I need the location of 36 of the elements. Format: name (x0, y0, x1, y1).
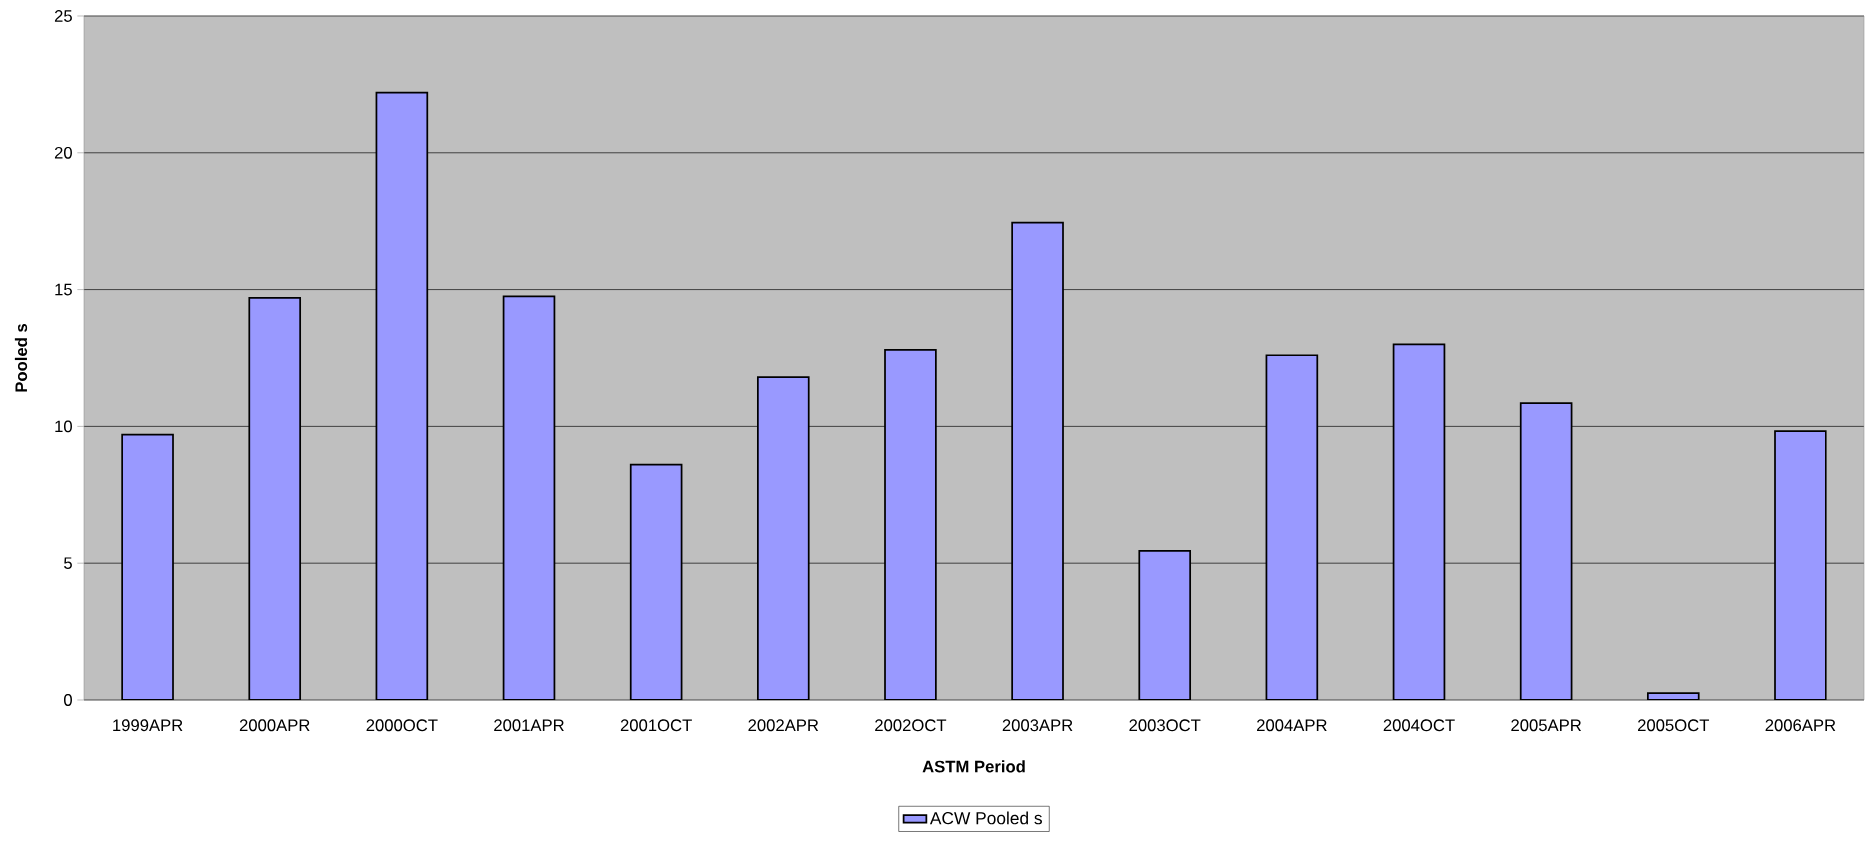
bar (1774, 430, 1827, 700)
x-tick-label: 2005APR (1511, 719, 1582, 732)
x-tick-label: 2002OCT (875, 719, 947, 732)
x-tick-label: 2005OCT (1638, 719, 1710, 732)
y-tick-label: 5 (64, 557, 72, 570)
bar (375, 91, 429, 700)
y-tick-label: 20 (54, 146, 72, 159)
bar (884, 348, 937, 700)
x-tick-label: 2003OCT (1129, 719, 1201, 732)
bar (1265, 354, 1319, 700)
x-tick-label: 2002APR (748, 719, 819, 732)
x-tick-label: 2000APR (239, 719, 310, 732)
bar (1011, 221, 1064, 700)
bar (502, 295, 556, 700)
x-tick-label: 2001APR (494, 719, 564, 732)
x-tick-label: 2000OCT (366, 719, 438, 732)
bar (248, 296, 302, 700)
bar (121, 433, 174, 700)
bar (756, 376, 810, 700)
y-axis-title: Pooled s (14, 323, 28, 392)
x-tick-label: 2004OCT (1383, 719, 1455, 732)
y-tick-label: 15 (55, 283, 72, 296)
x-tick-label: 2001OCT (620, 719, 692, 732)
legend-label: ACW Pooled s (929, 811, 1042, 825)
x-tick-label: 1999APR (113, 719, 183, 732)
bar (1519, 402, 1573, 700)
bar (1392, 343, 1446, 700)
x-tick-label: 2003APR (1002, 719, 1073, 732)
bar (1138, 550, 1192, 700)
bar (629, 463, 683, 700)
y-tick-label: 25 (54, 10, 72, 22)
x-tick-label: 2004APR (1257, 719, 1327, 732)
x-tick-label: 2006APR (1765, 719, 1836, 732)
x-axis-title: ASTM Period (922, 760, 1025, 773)
y-tick-label: 0 (64, 694, 72, 706)
y-tick-label: 10 (55, 420, 72, 433)
